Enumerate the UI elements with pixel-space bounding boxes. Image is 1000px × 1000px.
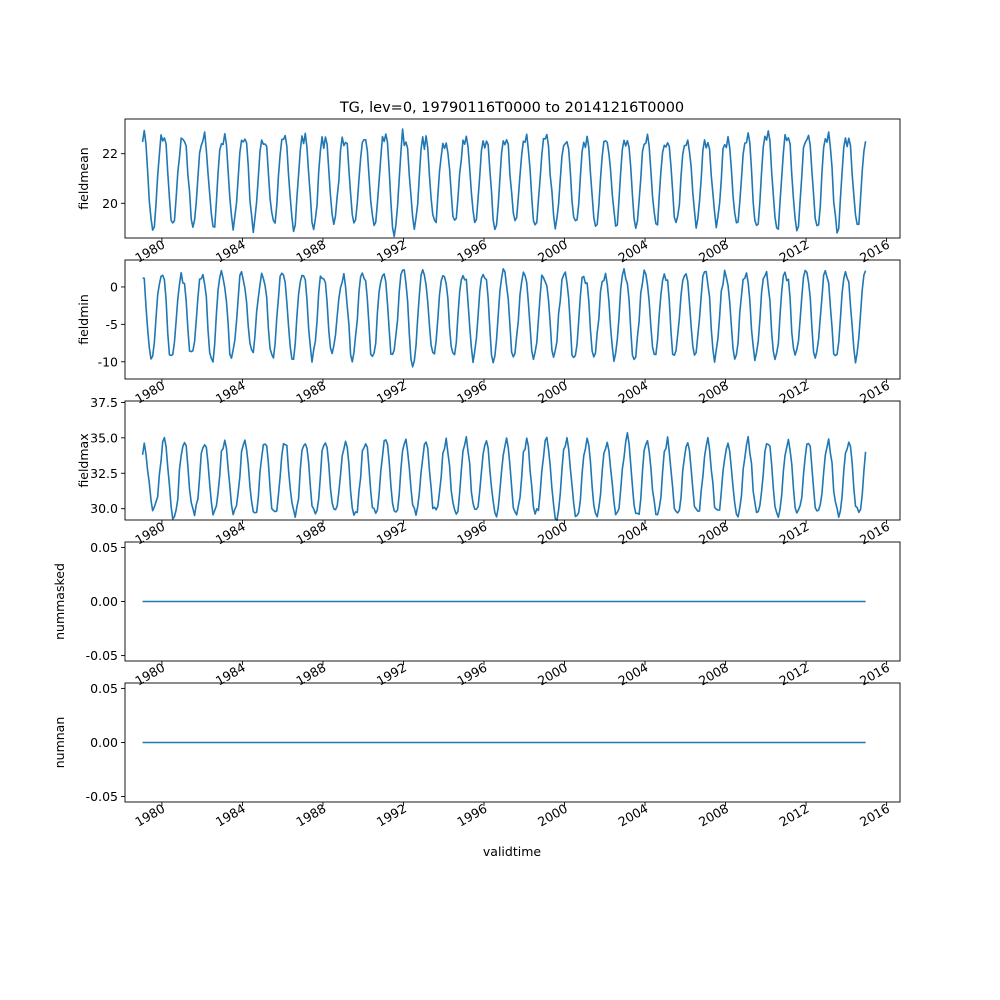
y-tick-label-fieldmin: 0 [110,279,118,294]
chart-title: TG, lev=0, 19790116T0000 to 20141216T000… [339,100,684,116]
y-tick-label-fieldmax: 30.0 [90,501,118,516]
y-tick-label-numnan: 0.00 [90,735,118,750]
axes-frame-fieldmax [124,400,901,521]
y-tick-label-fieldmin: -5 [106,317,118,332]
y-axis-label-fieldmax: fieldmax [76,433,91,487]
y-axis-label-fieldmin: fieldmin [76,294,91,345]
y-tick-label-fieldmax: 32.5 [90,466,118,481]
series-line-fieldmean [141,128,867,238]
axes-frame-fieldmin [124,259,901,380]
y-tick-label-nummasked: 0.05 [90,540,118,555]
y-tick-label-fieldmax: 37.5 [90,395,118,410]
series-line-fieldmin [142,268,867,368]
y-tick-label-fieldmean: 20 [102,196,118,211]
y-tick-label-fieldmean: 22 [102,146,118,161]
y-tick-label-fieldmax: 35.0 [90,430,118,445]
series-line-fieldmax [141,431,867,521]
y-tick-label-numnan: 0.05 [90,681,118,696]
y-axis-label-numnan: numnan [52,717,67,769]
y-tick-label-nummasked: -0.05 [86,648,118,663]
y-tick-label-nummasked: 0.00 [90,594,118,609]
y-tick-label-fieldmin: -10 [98,354,118,369]
y-axis-label-fieldmean: fieldmean [76,147,91,209]
y-axis-label-nummasked: nummasked [52,563,67,640]
x-axis-label: validtime [483,844,541,859]
axes-frame-fieldmean [124,118,901,239]
y-tick-label-numnan: -0.05 [86,789,118,804]
